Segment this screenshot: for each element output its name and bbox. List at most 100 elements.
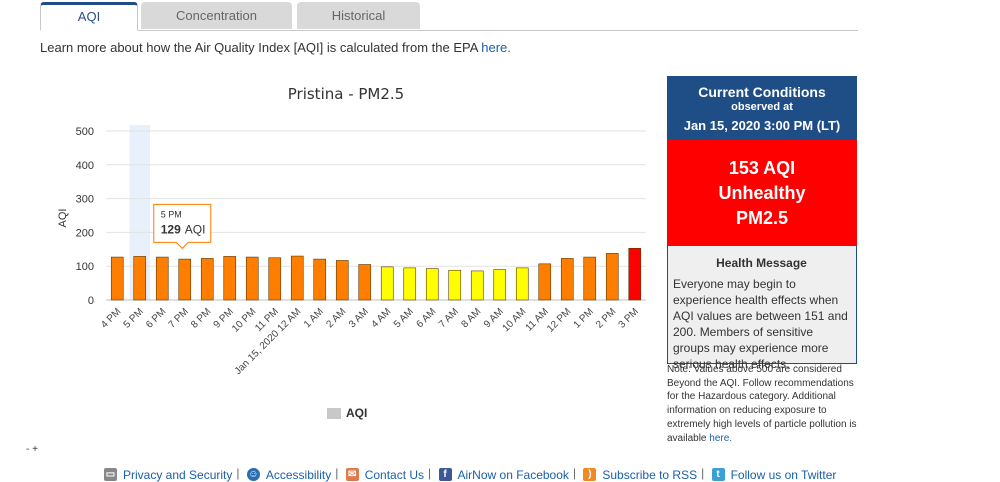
tooltip-box: [153, 203, 212, 250]
footer-links: ▭ Privacy and Security | ☺ Accessibility | ✉…: [104, 466, 836, 482]
y-tick-label: 200: [76, 227, 94, 239]
facebook-link[interactable]: AirNow on Facebook: [457, 467, 569, 482]
health-message-box: Health Message Everyone may begin to exp…: [667, 246, 857, 371]
x-tick-label: 5 PM: [122, 306, 146, 330]
bar[interactable]: [290, 255, 304, 301]
tab-historical[interactable]: Historical: [297, 2, 420, 29]
bar[interactable]: [605, 253, 619, 301]
separator: |: [236, 466, 240, 480]
footer-privacy[interactable]: ▭ Privacy and Security: [104, 468, 232, 482]
intro-text: Learn more about how the Air Quality Ind…: [40, 40, 511, 55]
x-tick-label: 3 AM: [347, 306, 371, 330]
aqi-bar-chart: Pristina - PM2.5 0 100 200 300 400 500 AQI 4 …: [57, 85, 646, 377]
contact-link[interactable]: Contact Us: [364, 467, 425, 482]
current-aqi-category: Unhealthy: [718, 183, 806, 203]
chart-legend[interactable]: AQI: [327, 406, 367, 420]
x-tick-label: 5 AM: [392, 306, 416, 330]
chart-grid: [106, 130, 646, 301]
bar[interactable]: [515, 267, 529, 301]
bar[interactable]: [403, 267, 417, 301]
epa-link[interactable]: here.: [481, 40, 511, 55]
twitter-icon: t: [711, 468, 725, 481]
bar[interactable]: [245, 256, 259, 301]
x-tick-label: 4 PM: [99, 306, 123, 330]
separator: |: [335, 466, 339, 480]
footer-facebook[interactable]: f AirNow on Facebook: [438, 467, 569, 482]
health-message-title: Health Message: [716, 256, 807, 270]
accessibility-icon: ☺: [246, 468, 260, 481]
note-body: Note: Values above 500 are considered Be…: [667, 364, 857, 444]
rss-icon: ): [583, 468, 597, 481]
separator: |: [428, 466, 432, 480]
tab-bar: AQI Concentration Historical: [40, 2, 858, 31]
zoom-controls[interactable]: - +: [26, 444, 38, 455]
tab-aqi[interactable]: AQI: [40, 2, 138, 31]
bar[interactable]: [560, 258, 574, 301]
current-aqi-box: 153 AQI Unhealthy PM2.5: [667, 140, 857, 246]
tooltip-unit: AQI: [185, 222, 206, 236]
observed-at-label: observed at: [731, 101, 793, 113]
x-tick-label: 12 PM: [545, 306, 573, 334]
current-conditions-panel: Current Conditions observed at Jan 15, 2…: [667, 76, 857, 371]
x-tick-label: 4 AM: [369, 306, 393, 330]
footer-accessibility[interactable]: ☺ Accessibility: [246, 467, 332, 482]
current-conditions-title: Current Conditions: [698, 84, 826, 100]
chart-tooltip: 5 PM 129 AQI: [153, 203, 212, 250]
bar[interactable]: [583, 256, 597, 301]
x-tick-label: 2 AM: [324, 306, 348, 330]
bar[interactable]: [470, 270, 484, 301]
tooltip-value-line: 129 AQI: [161, 222, 206, 236]
y-axis-ticks: 0 100 200 300 400 500: [76, 126, 94, 307]
observed-datetime: Jan 15, 2020 3:00 PM (LT): [683, 118, 841, 133]
bar[interactable]: [155, 256, 169, 301]
bar[interactable]: [380, 266, 394, 301]
note-link[interactable]: here.: [709, 432, 733, 444]
y-axis-label: AQI: [57, 209, 69, 228]
x-tick-label: 8 AM: [459, 306, 483, 330]
chart-title: Pristina - PM2.5: [288, 85, 404, 103]
mail-icon: ✉: [345, 468, 359, 481]
tooltip-value: 129: [161, 222, 181, 236]
printer-icon: ▭: [104, 468, 117, 481]
accessibility-link[interactable]: Accessibility: [265, 467, 332, 482]
bar[interactable]: [178, 258, 192, 301]
bar[interactable]: [133, 256, 147, 301]
bar[interactable]: [628, 247, 642, 301]
y-tick-label: 500: [76, 126, 94, 138]
bar[interactable]: [538, 263, 552, 301]
tab-concentration[interactable]: Concentration: [141, 2, 292, 29]
bar[interactable]: [448, 269, 462, 301]
bar[interactable]: [110, 256, 124, 301]
rss-link[interactable]: Subscribe to RSS: [602, 467, 698, 482]
bar[interactable]: [335, 260, 349, 301]
bar[interactable]: [425, 268, 439, 301]
bar[interactable]: [493, 269, 507, 301]
y-tick-label: 400: [76, 160, 94, 172]
tooltip-label: 5 PM: [161, 209, 182, 219]
current-pollutant: PM2.5: [735, 208, 789, 228]
footer-rss[interactable]: ) Subscribe to RSS: [583, 468, 697, 482]
privacy-link[interactable]: Privacy and Security: [123, 467, 233, 482]
footer-twitter[interactable]: t Follow us on Twitter: [711, 467, 837, 482]
x-tick-label: 10 PM: [230, 306, 258, 334]
y-tick-label: 0: [88, 295, 94, 307]
bar[interactable]: [313, 258, 327, 301]
x-tick-label: 6 AM: [414, 306, 438, 330]
x-tick-label: 1 AM: [302, 306, 326, 330]
x-tick-label: 6 PM: [144, 306, 168, 330]
bar[interactable]: [268, 257, 282, 301]
legend-swatch: [327, 408, 341, 420]
note-text: Note: Values above 500 are considered Be…: [667, 363, 862, 445]
bar[interactable]: [358, 264, 372, 301]
intro-label: Learn more about how the Air Quality Ind…: [40, 40, 482, 55]
x-tick-label: 1 PM: [572, 306, 596, 330]
footer-contact[interactable]: ✉ Contact Us: [345, 467, 425, 482]
bar[interactable]: [223, 256, 237, 301]
x-tick-label: 10 AM: [501, 306, 529, 334]
bar[interactable]: [200, 258, 214, 301]
twitter-link[interactable]: Follow us on Twitter: [730, 467, 837, 482]
x-tick-label: 8 PM: [189, 306, 213, 330]
current-conditions-header: Current Conditions observed at Jan 15, 2…: [667, 76, 857, 140]
legend-label: AQI: [346, 406, 368, 420]
